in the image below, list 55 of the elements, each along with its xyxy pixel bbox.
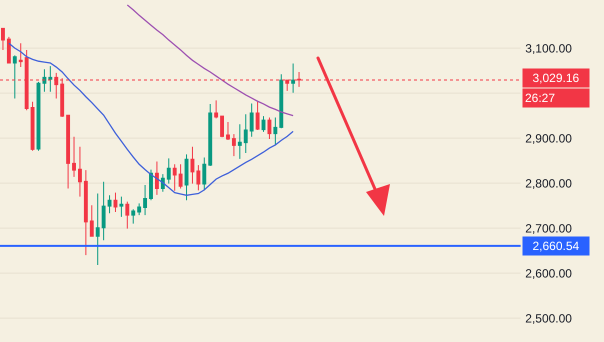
candlestick [18,42,23,68]
candlestick [214,100,218,119]
y-tick-label: 3,100.00 [525,41,572,56]
candlestick [196,164,200,191]
candlestick [137,202,142,216]
candlestick [208,103,212,167]
y-tick-label: 2,800.00 [525,176,572,190]
line-series [126,4,294,116]
candlestick [125,201,130,230]
candlestick [202,157,206,191]
candlestick [256,101,260,131]
candlestick [273,116,278,146]
text: 26:27 [525,91,556,105]
candlestick [220,116,224,138]
candlestick [131,208,136,224]
candlestick [84,170,88,256]
candlestick [102,181,106,241]
candlestick [119,196,124,218]
candlestick [12,54,17,100]
candlestick [232,134,236,157]
candlestick [250,103,254,138]
candlestick [72,136,76,178]
candlestick [48,66,52,92]
y-tick-label: 2,500.00 [525,311,572,326]
candlestick [114,192,118,212]
candlestick [238,124,242,160]
candlestick [30,101,35,152]
candlestick [36,81,40,152]
y-tick-label: 2,900.00 [525,131,572,146]
candlestick [90,204,94,238]
line-series [8,42,294,196]
candlestick [291,62,296,94]
candlestick [96,193,100,266]
candlestick [6,36,11,64]
candlestick [226,121,230,140]
candlestick [166,158,171,184]
candlestick [42,68,46,92]
candlestick [154,161,159,196]
candlestick [262,116,266,132]
ref-line-label: 2,660.54 [532,239,580,253]
candlestick [178,164,183,190]
candlestick [149,169,153,201]
candlestick [172,164,177,192]
candlestick [190,146,194,184]
y-tick-label: 2,700.00 [525,221,572,236]
candlestick [108,194,112,214]
candlestick [267,116,272,140]
candlestick [244,114,248,154]
candlestick [1,28,5,50]
candlestick [66,114,70,190]
y-tick-label: 2,600.00 [525,266,572,280]
candlestick [143,184,148,216]
candlestick [78,146,82,198]
candlestick [184,154,188,201]
ref-line-label: 3,029.16 [532,71,580,85]
